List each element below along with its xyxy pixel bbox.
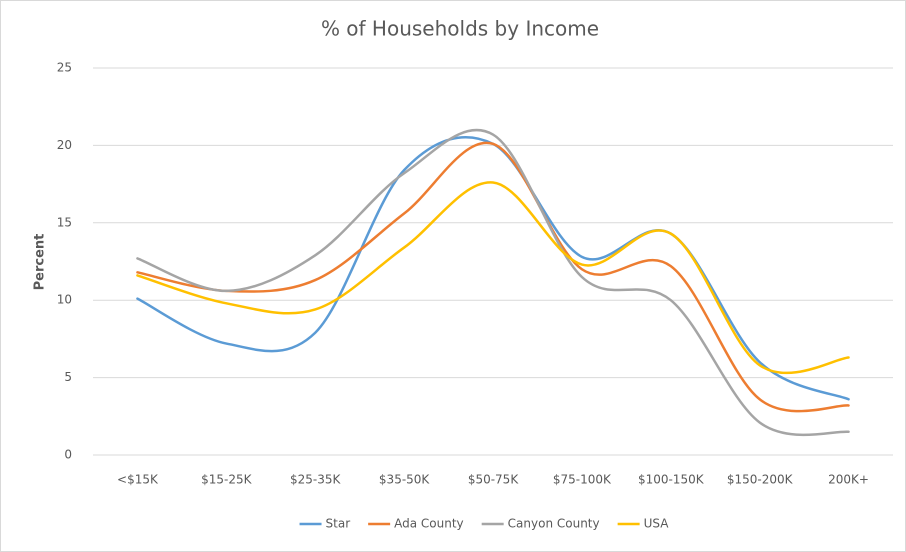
x-tick-label: $15-25K: [201, 473, 253, 487]
y-axis-label: Percent: [33, 234, 48, 291]
chart-title: % of Households by Income: [321, 17, 599, 41]
legend-label: Star: [326, 517, 351, 531]
y-tick-label: 20: [57, 138, 72, 152]
series-line: [136, 128, 850, 437]
y-tick-label: 10: [57, 293, 72, 307]
series-line: [136, 181, 850, 375]
y-tick-label: 15: [57, 215, 72, 229]
series-line: [136, 141, 850, 413]
x-tick-label: $75-100K: [553, 473, 612, 487]
x-tick-label: <$15K: [117, 473, 159, 487]
legend-label: Canyon County: [508, 517, 600, 531]
y-tick-label: 5: [64, 370, 72, 384]
y-tick-label: 0: [64, 448, 72, 462]
y-tick-label: 25: [57, 61, 72, 75]
x-tick-label: $150-200K: [727, 473, 794, 487]
x-tick-label: 200K+: [828, 473, 869, 487]
x-tick-label: $25-35K: [290, 473, 342, 487]
x-tick-label: $100-150K: [638, 473, 705, 487]
x-tick-label: $50-75K: [468, 473, 520, 487]
x-tick-label: $35-50K: [379, 473, 431, 487]
legend-label: USA: [644, 517, 670, 531]
legend-label: Ada County: [394, 517, 464, 531]
